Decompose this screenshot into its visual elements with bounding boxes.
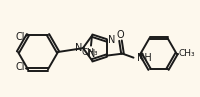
Text: N: N bbox=[88, 49, 95, 59]
Text: NH: NH bbox=[136, 53, 151, 63]
Text: N: N bbox=[107, 35, 114, 45]
Text: N: N bbox=[74, 43, 82, 53]
Text: CH₃: CH₃ bbox=[178, 49, 194, 58]
Text: CH₃: CH₃ bbox=[81, 48, 98, 57]
Text: Cl: Cl bbox=[15, 62, 25, 72]
Text: Cl: Cl bbox=[15, 32, 25, 42]
Text: O: O bbox=[116, 30, 124, 40]
